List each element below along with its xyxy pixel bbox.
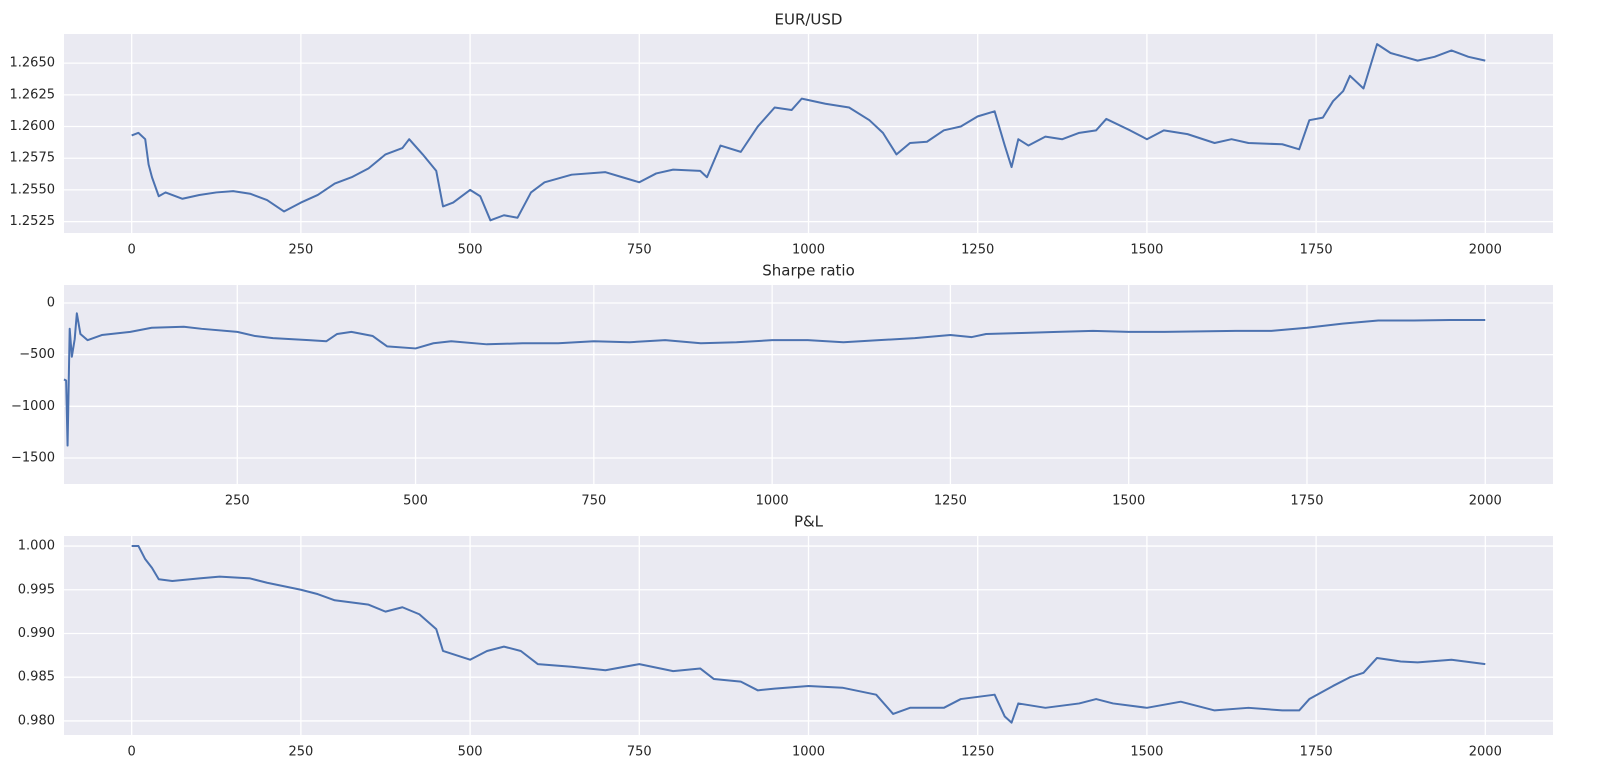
x-tick-label: 750 [581, 494, 606, 509]
x-tick-label: 1000 [756, 494, 789, 509]
x-tick-label: 750 [627, 243, 652, 258]
x-tick-label: 500 [458, 243, 483, 258]
x-tick-label: 250 [288, 243, 313, 258]
x-tick-label: 0 [128, 243, 136, 258]
y-tick-label: 1.2650 [10, 56, 56, 71]
x-tick-label: 1250 [961, 745, 994, 760]
chart-title: EUR/USD [775, 11, 843, 29]
x-tick-label: 1750 [1290, 494, 1323, 509]
y-tick-label: 0.995 [18, 582, 55, 597]
x-tick-label: 2000 [1469, 745, 1502, 760]
y-tick-label: 1.2625 [10, 87, 56, 102]
y-tick-label: 0.990 [18, 626, 55, 641]
x-tick-label: 1500 [1130, 745, 1163, 760]
y-tick-label: −1500 [11, 450, 55, 465]
y-tick-label: 1.2550 [10, 182, 56, 197]
x-tick-label: 1500 [1130, 243, 1163, 258]
line [63, 312, 1486, 447]
x-tick-label: 2000 [1469, 243, 1502, 258]
x-tick-label: 1250 [961, 243, 994, 258]
x-tick-label: 1500 [1112, 494, 1145, 509]
y-tick-label: −500 [19, 347, 55, 362]
line [131, 43, 1486, 222]
x-tick-label: 1000 [792, 243, 825, 258]
y-tick-label: 1.000 [18, 539, 55, 554]
line [131, 545, 1486, 724]
x-tick-label: 250 [288, 745, 313, 760]
chart-title: Sharpe ratio [762, 262, 855, 280]
y-tick-label: −1000 [11, 399, 55, 414]
plot-area [64, 285, 1553, 484]
x-tick-label: 500 [458, 745, 483, 760]
y-tick-label: 0.985 [18, 670, 55, 685]
x-tick-label: 1250 [934, 494, 967, 509]
y-tick-label: 1.2525 [10, 214, 56, 229]
chart-title: P&L [794, 513, 824, 531]
x-tick-label: 500 [403, 494, 428, 509]
y-tick-label: 1.2575 [10, 151, 56, 166]
x-tick-label: 1750 [1300, 243, 1333, 258]
y-tick-label: 0.980 [18, 713, 55, 728]
x-tick-label: 1000 [792, 745, 825, 760]
y-tick-label: 0 [47, 295, 55, 310]
y-tick-label: 1.2600 [10, 119, 56, 134]
x-tick-label: 0 [128, 745, 136, 760]
x-tick-label: 2000 [1469, 494, 1502, 509]
x-tick-label: 250 [225, 494, 250, 509]
x-tick-label: 750 [627, 745, 652, 760]
x-tick-label: 1750 [1300, 745, 1333, 760]
